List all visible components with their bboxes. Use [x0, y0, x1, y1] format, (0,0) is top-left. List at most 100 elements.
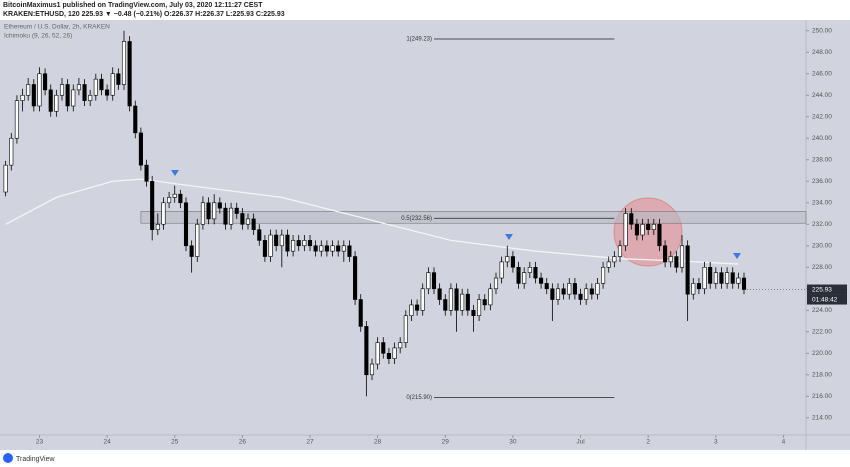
candle-body [522, 272, 527, 284]
candle-body [229, 207, 234, 225]
candle-body [99, 78, 104, 91]
candle-body [409, 304, 414, 316]
arrow-marker [505, 234, 513, 240]
y-tick-label: 230.00 [812, 242, 832, 249]
candle-body [155, 223, 160, 230]
candle-body [178, 193, 183, 204]
candle-body [336, 245, 341, 252]
candle-body [713, 272, 718, 284]
y-tick-label: 216.00 [812, 393, 832, 400]
candle-body [364, 326, 369, 376]
candle-body [375, 342, 380, 365]
candle-body [386, 352, 391, 359]
candle-body [110, 73, 115, 96]
candle-body [516, 266, 521, 284]
candle-body [274, 234, 279, 247]
candle-body [493, 277, 499, 290]
candle-body [257, 229, 262, 241]
candle-body [48, 89, 53, 112]
candle-body [527, 266, 532, 273]
candle-body [533, 266, 538, 279]
x-tick-label: Jul [576, 439, 585, 446]
candle-body [471, 309, 476, 316]
candle-body [595, 283, 600, 295]
candle-body [302, 240, 307, 247]
candle-body [43, 73, 48, 91]
y-tick-label: 238.00 [812, 156, 832, 163]
candle-body [133, 105, 138, 134]
candle-body [691, 283, 696, 295]
y-tick-label: 222.00 [812, 329, 832, 336]
y-tick-label: 246.00 [812, 70, 832, 77]
candle-body [696, 283, 701, 290]
candle-body [279, 234, 284, 247]
candle-body [14, 100, 19, 139]
candle-body [26, 84, 31, 96]
candle-body [415, 304, 420, 311]
candle-body [640, 223, 645, 236]
candle-body [426, 272, 431, 290]
candle-body [212, 202, 217, 220]
candle-body [544, 283, 549, 290]
candle-body [183, 202, 189, 247]
candle-body [88, 94, 93, 101]
candle-body [708, 266, 713, 284]
candle-body [200, 202, 205, 225]
y-tick-label: 250.00 [812, 27, 832, 34]
candle-body [9, 137, 14, 166]
candle-body [65, 84, 70, 107]
logo [3, 453, 13, 463]
candle-body [651, 223, 656, 230]
candle-body [71, 89, 76, 107]
candle-body [105, 89, 110, 96]
y-tick-label: 232.00 [812, 221, 832, 228]
candle-body [245, 218, 251, 225]
candle-body [381, 342, 386, 354]
candle-body [477, 299, 482, 316]
candle-body [555, 288, 561, 300]
candle-body [488, 288, 493, 306]
y-tick-label: 248.00 [812, 49, 832, 56]
candle-body [167, 197, 172, 204]
candle-body [460, 293, 465, 311]
candle-body [572, 283, 577, 295]
candle-body [499, 261, 504, 279]
candle-body [567, 283, 572, 295]
x-tick-label: 29 [442, 439, 450, 446]
x-tick-label: 4 [782, 439, 786, 446]
candle-body [454, 288, 459, 311]
candle-body [20, 94, 25, 101]
candle-body [76, 84, 81, 91]
candle-body [37, 73, 42, 107]
candle-body [341, 245, 346, 252]
candle-body [578, 293, 583, 300]
candle-body [736, 277, 741, 284]
candle-body [589, 288, 594, 295]
candle-body [398, 342, 403, 349]
candle-body [685, 245, 690, 295]
x-tick-label: 3 [714, 439, 718, 446]
y-tick-label: 244.00 [812, 92, 832, 99]
candle-body [127, 41, 132, 107]
candle-body [251, 218, 256, 230]
footer: TradingView [3, 453, 55, 463]
x-tick-label: 24 [103, 439, 111, 446]
x-tick-label: 30 [509, 439, 517, 446]
level-label: 1(249.23) [406, 37, 432, 43]
candle-body [646, 223, 651, 230]
candle-body [482, 299, 487, 306]
candle-body [116, 73, 121, 85]
x-tick-label: 28 [374, 439, 382, 446]
countdown: 01:48:42 [812, 296, 838, 303]
candle-body [443, 299, 448, 311]
candle-body [319, 245, 324, 252]
candle-body [172, 193, 177, 198]
y-tick-label: 240.00 [812, 135, 832, 142]
candle-body [93, 78, 98, 96]
candle-body [291, 240, 296, 252]
candle-body [668, 256, 673, 263]
x-tick-label: 2 [646, 439, 650, 446]
candle-body [206, 202, 211, 220]
candle-body [420, 288, 425, 311]
